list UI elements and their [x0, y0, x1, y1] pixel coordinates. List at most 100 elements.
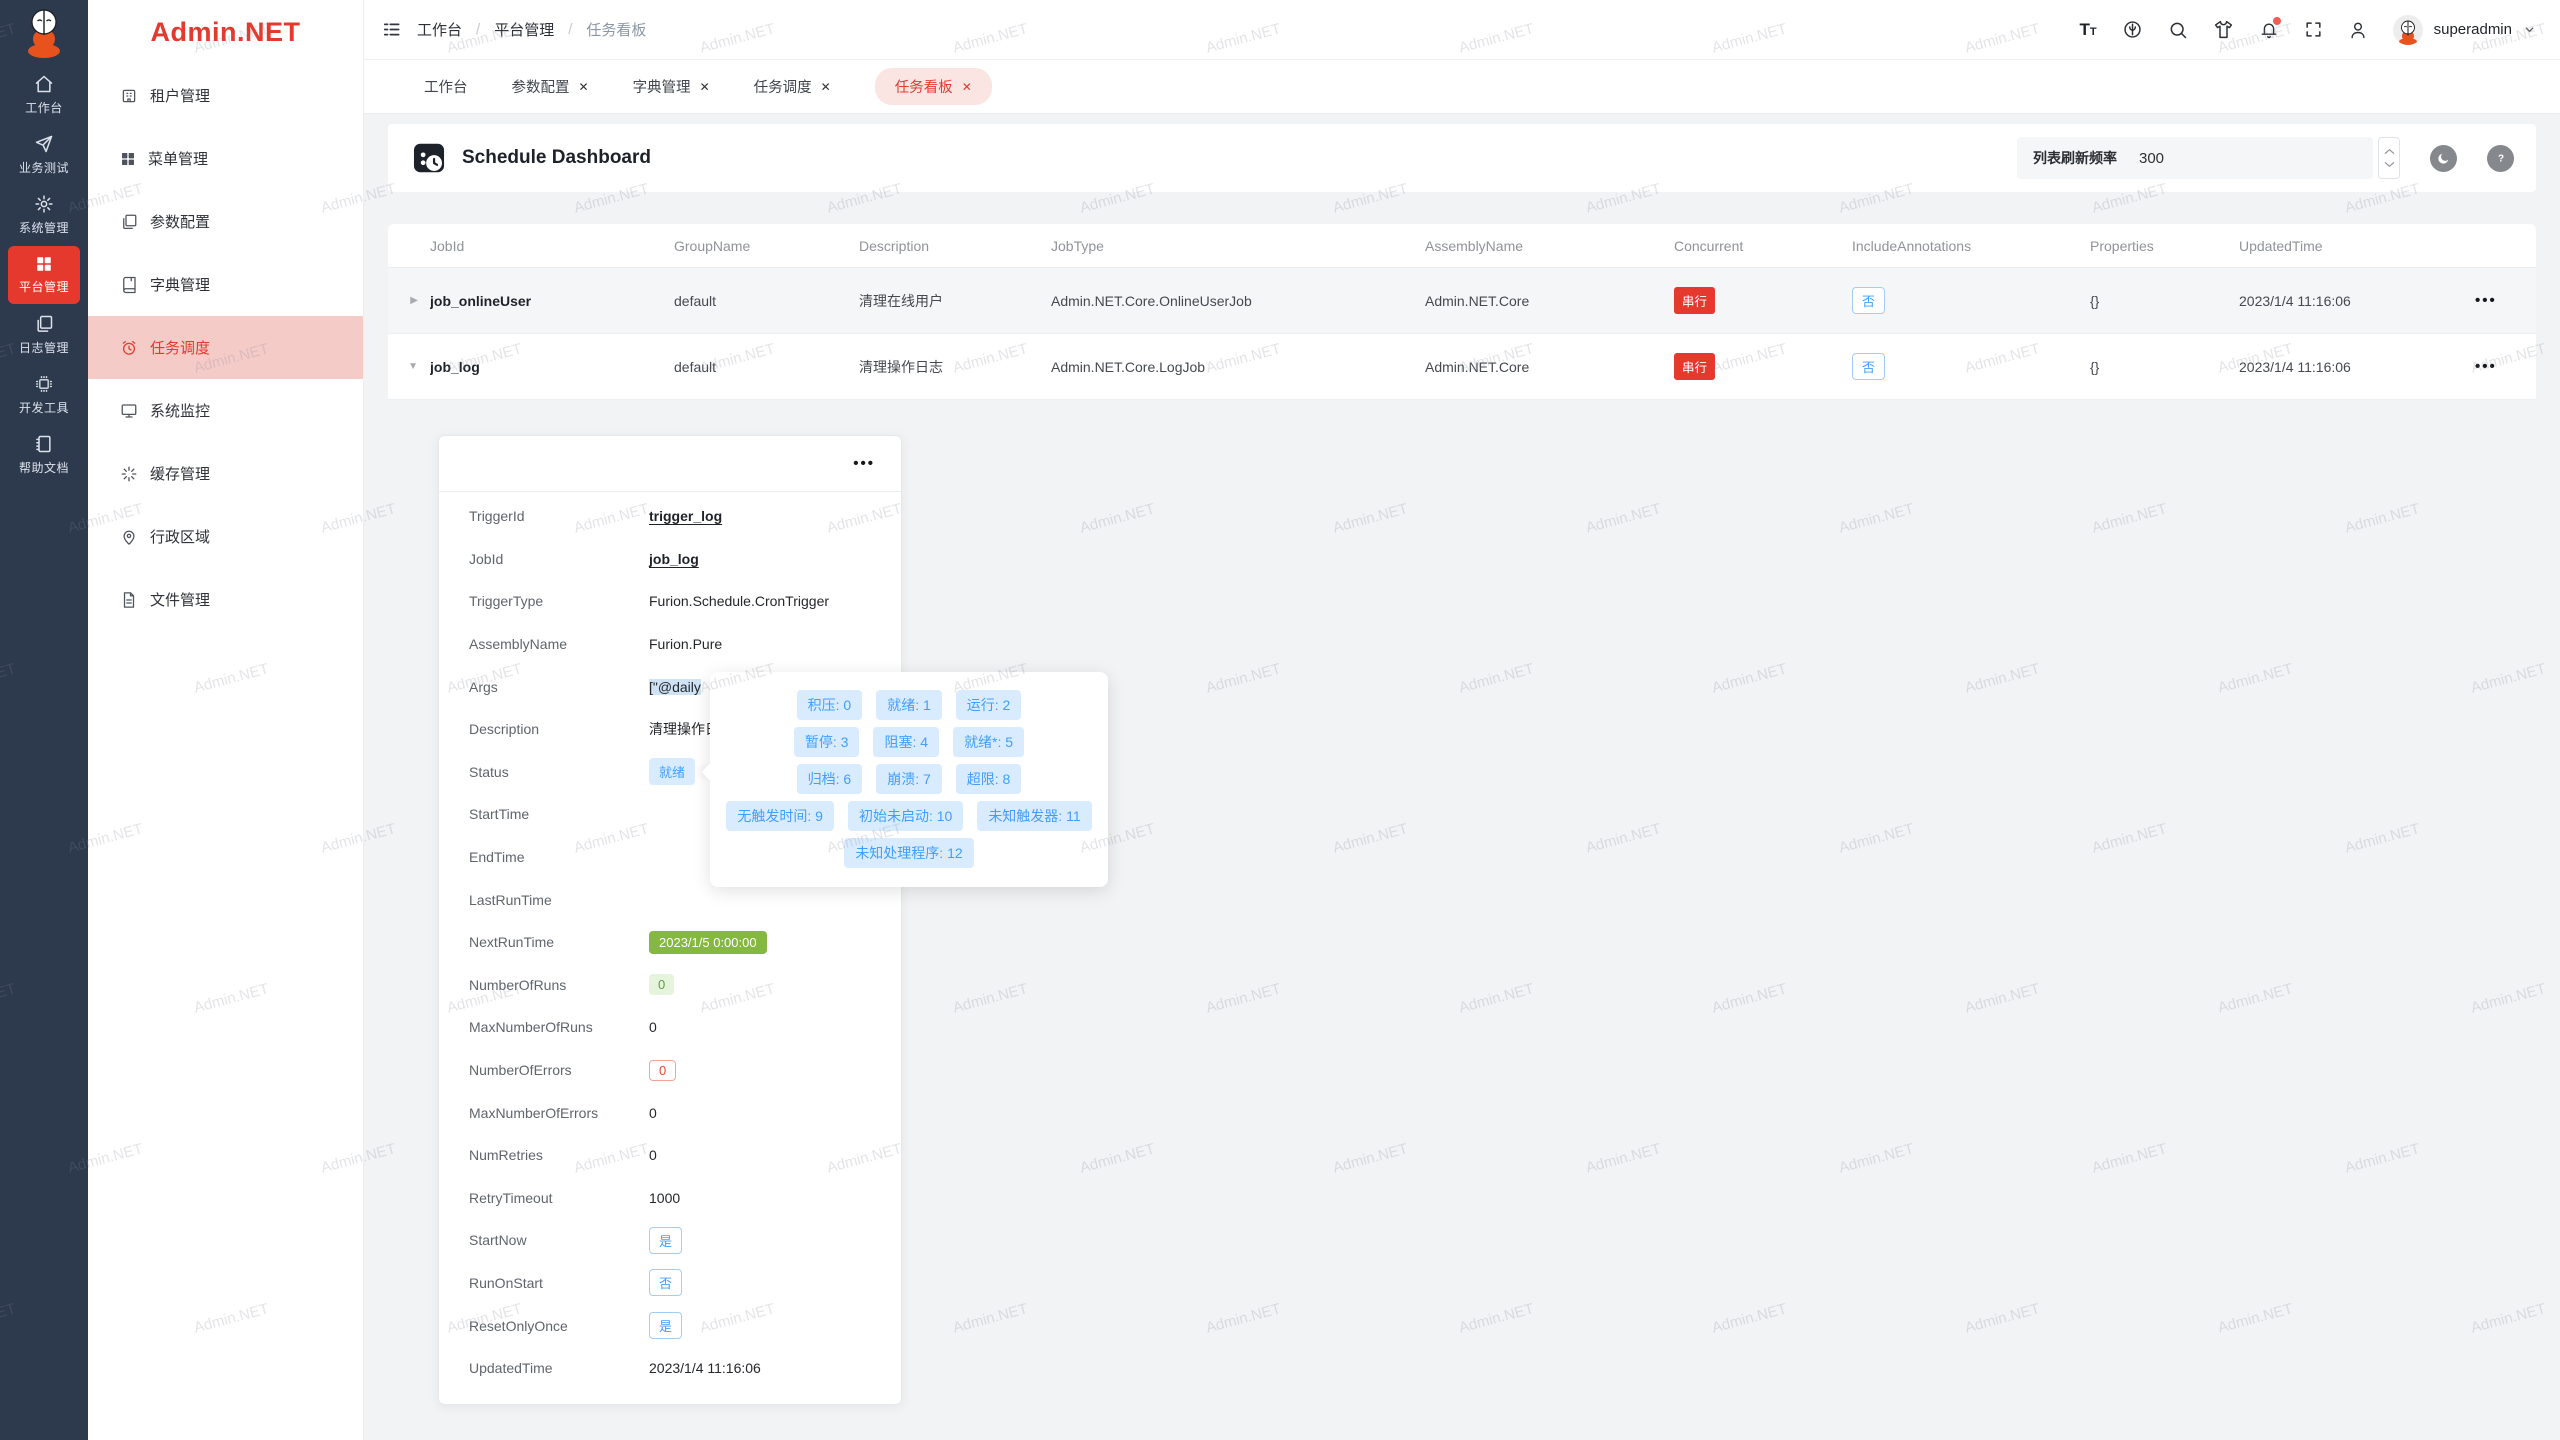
chevron-down-icon[interactable] — [2384, 161, 2395, 168]
detail-row: MaxNumberOfRuns 0 — [469, 1006, 901, 1049]
column-header: JobType — [1051, 237, 1104, 254]
tab-task-dashboard[interactable]: 任务看板 — [874, 68, 992, 105]
copy-docs-icon — [37, 315, 53, 332]
collapse-row-icon[interactable]: ▼ — [408, 361, 418, 372]
status-legend-badge: 运行: 2 — [955, 690, 1022, 720]
font-size-icon[interactable]: TT — [2079, 19, 2097, 39]
rail-item-workbench[interactable]: 工作台 — [8, 66, 80, 124]
rail-item-log-admin[interactable]: 日志管理 — [8, 306, 80, 364]
job-id-link[interactable]: job_log — [430, 358, 480, 375]
jobs-table: JobId GroupName Description JobType Asse… — [388, 224, 2536, 400]
detail-label: AssemblyName — [469, 636, 568, 653]
rail-item-dev-tools[interactable]: 开发工具 — [8, 366, 80, 424]
detail-label: Description — [469, 721, 540, 738]
rail-item-label: 帮助文档 — [18, 461, 69, 475]
page-header-card: Schedule Dashboard 列表刷新频率 ? — [388, 124, 2536, 192]
username-label[interactable]: superadmin — [2433, 21, 2512, 38]
sidebar-item-tenant[interactable]: 租户管理 — [88, 64, 363, 127]
detail-row: EndTime — [469, 836, 901, 879]
detail-label: EndTime — [469, 849, 525, 866]
sidebar-item-region[interactable]: 行政区域 — [88, 505, 363, 568]
chevron-up-icon[interactable] — [2384, 148, 2395, 155]
detail-value: 1000 — [649, 1189, 681, 1206]
refresh-rate-stepper[interactable] — [2378, 137, 2400, 179]
row-more-actions-icon[interactable] — [2475, 292, 2497, 309]
dark-mode-moon-icon[interactable] — [2430, 144, 2457, 172]
help-question-icon[interactable]: ? — [2487, 144, 2514, 172]
rail-item-platform-admin[interactable]: 平台管理 — [8, 246, 80, 304]
status-legend-badge: 暂停: 3 — [793, 727, 860, 757]
close-tab-icon[interactable] — [579, 80, 589, 94]
breadcrumb-separator: / — [476, 21, 481, 38]
tab-workbench[interactable]: 工作台 — [424, 76, 468, 97]
sidebar-item-label: 参数配置 — [150, 214, 211, 231]
sidebar-item-task-schedule[interactable]: 任务调度 — [88, 316, 363, 379]
job-id-link[interactable]: job_onlineUser — [430, 292, 532, 309]
rail-item-help-docs[interactable]: 帮助文档 — [8, 426, 80, 484]
tab-param-config[interactable]: 参数配置 — [512, 76, 589, 97]
include-annotations-badge: 否 — [1852, 353, 1886, 380]
row-more-actions-icon[interactable] — [2475, 358, 2497, 375]
notification-bell-icon[interactable] — [2259, 16, 2281, 40]
refresh-rate-input[interactable] — [2139, 149, 2319, 167]
trigger-id-link[interactable]: trigger_log — [649, 508, 723, 525]
tab-dictionary[interactable]: 字典管理 — [633, 76, 710, 97]
detail-label: ResetOnlyOnce — [469, 1317, 568, 1334]
detail-row: LastRunTime — [469, 878, 901, 921]
tab-label: 字典管理 — [632, 80, 691, 96]
sidebar-item-label: 任务调度 — [150, 340, 211, 357]
trigger-more-actions-icon[interactable] — [853, 455, 875, 472]
tab-label: 任务看板 — [894, 80, 953, 96]
profile-person-icon[interactable] — [2348, 20, 2368, 40]
detail-label: RunOnStart — [469, 1274, 543, 1291]
cell-updated-time: 2023/1/4 11:16:06 — [2239, 358, 2351, 375]
sidebar-item-param-config[interactable]: 参数配置 — [88, 190, 363, 253]
rail-item-label: 日志管理 — [18, 341, 69, 355]
detail-label: LastRunTime — [469, 891, 552, 908]
table-row[interactable]: ▼ job_log default 清理操作日志 Admin.NET.Core.… — [388, 334, 2536, 400]
page-title: Schedule Dashboard — [462, 147, 651, 168]
detail-row: AssemblyName Furion.Pure — [469, 623, 901, 666]
sidebar-item-file[interactable]: 文件管理 — [88, 568, 363, 631]
collapse-menu-icon[interactable] — [382, 20, 401, 39]
close-tab-icon[interactable] — [821, 80, 831, 94]
column-header: UpdatedTime — [2239, 237, 2323, 254]
detail-row: ResetOnlyOnce 是 — [469, 1304, 901, 1347]
breadcrumb-item[interactable]: 平台管理 — [494, 22, 555, 39]
app-logo[interactable] — [0, 0, 88, 64]
refresh-rate-field[interactable]: 列表刷新频率 — [2017, 137, 2373, 179]
sidebar-item-menu[interactable]: 菜单管理 — [88, 127, 363, 190]
status-legend-badge: 归档: 6 — [796, 764, 863, 794]
breadcrumb-item[interactable]: 工作台 — [417, 22, 463, 39]
user-avatar[interactable] — [2392, 14, 2423, 45]
tab-label: 工作台 — [424, 80, 468, 96]
table-header-row: JobId GroupName Description JobType Asse… — [388, 224, 2536, 268]
close-tab-icon[interactable] — [962, 80, 972, 94]
tab-task-schedule[interactable]: 任务调度 — [754, 76, 831, 97]
cell-group-name: default — [674, 358, 717, 375]
sidebar-item-dictionary[interactable]: 字典管理 — [88, 253, 363, 316]
notebook-icon — [36, 435, 51, 453]
cell-assembly-name: Admin.NET.Core — [1425, 292, 1530, 309]
detail-row: NumRetries 0 — [469, 1134, 901, 1177]
search-icon[interactable] — [2168, 20, 2188, 40]
fullscreen-icon[interactable] — [2304, 20, 2323, 39]
sidebar-item-system-monitor[interactable]: 系统监控 — [88, 379, 363, 442]
status-badge[interactable]: 就绪 — [649, 758, 696, 786]
status-legend-tooltip: 积压: 0 就绪: 1 运行: 2 暂停: 3 阻塞: 4 就绪*: 5 归档:… — [701, 672, 1108, 887]
rail-item-business-test[interactable]: 业务测试 — [8, 126, 80, 184]
job-id-link[interactable]: job_log — [649, 550, 699, 567]
table-row[interactable]: ▶ job_onlineUser default 清理在线用户 Admin.NE… — [388, 268, 2536, 334]
copy-docs-icon — [120, 213, 138, 231]
theme-shirt-icon[interactable] — [2213, 19, 2234, 40]
sidebar-item-cache[interactable]: 缓存管理 — [88, 442, 363, 505]
language-icon[interactable] — [2122, 19, 2143, 40]
cell-job-type: Admin.NET.Core.OnlineUserJob — [1051, 292, 1252, 309]
expand-row-icon[interactable]: ▶ — [410, 295, 418, 306]
rail-item-system-admin[interactable]: 系统管理 — [8, 186, 80, 244]
status-legend-badge: 就绪*: 5 — [953, 727, 1025, 757]
trigger-detail-card: TriggerId trigger_log JobId job_log Trigge… — [438, 435, 902, 1405]
chevron-down-icon[interactable] — [2523, 23, 2536, 36]
close-tab-icon[interactable] — [700, 80, 710, 94]
brand-logo-text: Admin.NET — [150, 16, 301, 47]
